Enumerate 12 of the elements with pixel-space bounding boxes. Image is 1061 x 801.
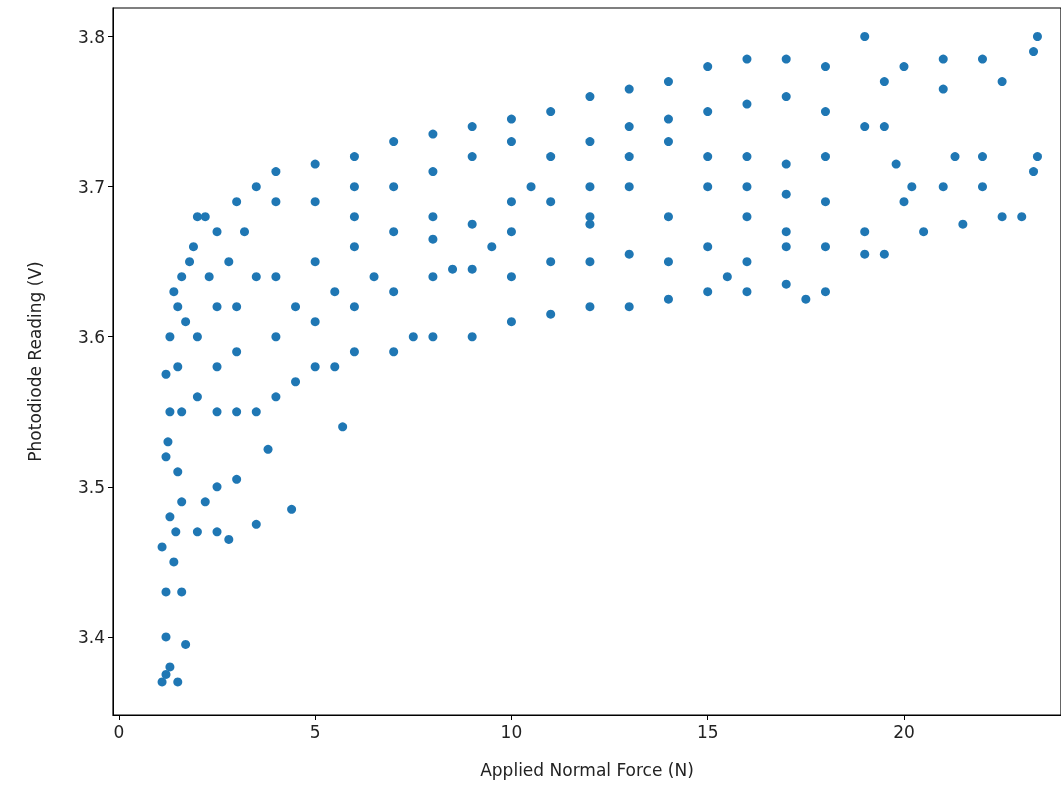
y-tick-label: 3.5	[77, 476, 105, 497]
x-tick-label: 10	[500, 721, 523, 742]
y-axis-title: Photodiode Reading (V)	[24, 261, 45, 462]
x-tick-label: 20	[893, 721, 915, 742]
y-tick-label: 3.4	[77, 626, 105, 647]
x-tick-label: 15	[696, 721, 719, 742]
y-tick-label: 3.7	[77, 176, 105, 197]
x-axis-title: Applied Normal Force (N)	[480, 759, 694, 780]
y-tick-label: 3.8	[77, 26, 105, 47]
x-tick-label: 5	[309, 721, 321, 742]
y-tick-label: 3.6	[77, 326, 105, 347]
x-tick-label: 0	[113, 721, 125, 742]
